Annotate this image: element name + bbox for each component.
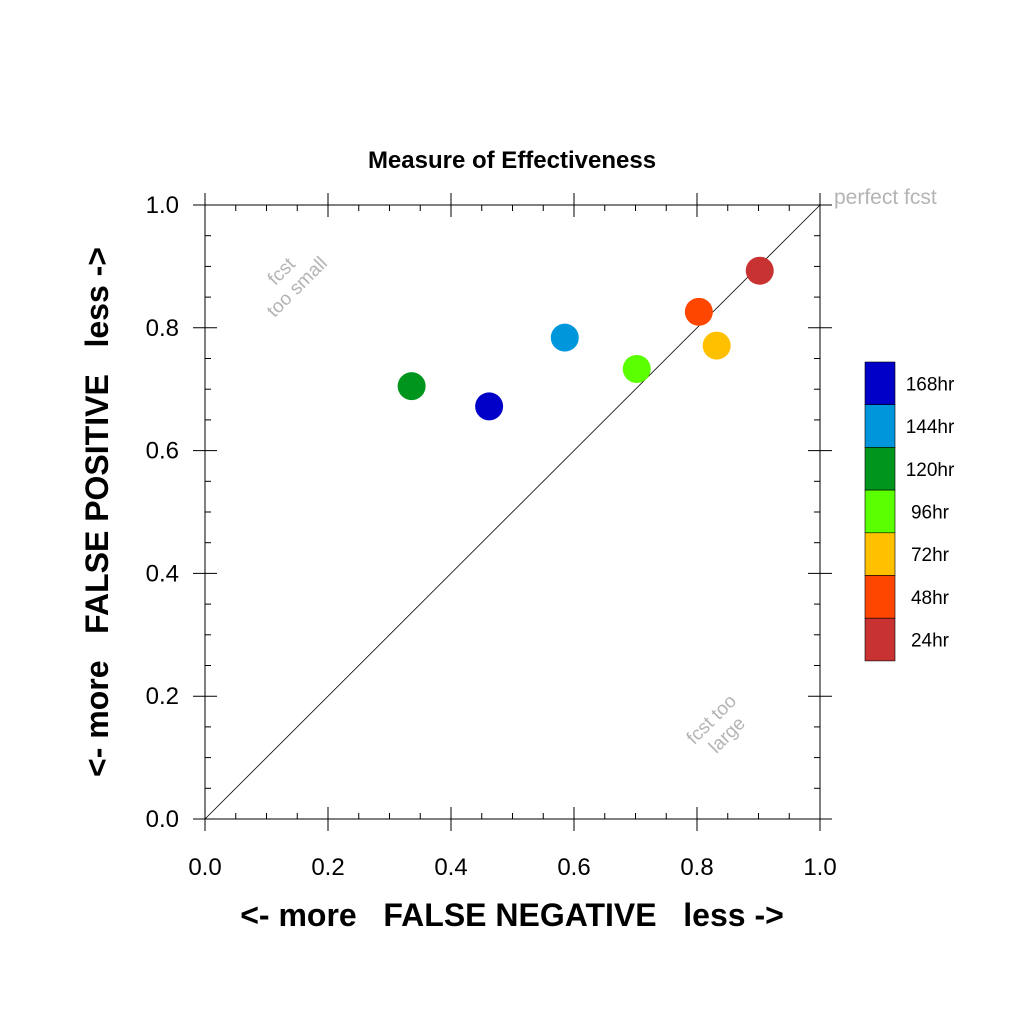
axis-ticks [193, 193, 832, 831]
x-tick-label: 0.8 [680, 854, 713, 881]
point-72hr [702, 331, 731, 360]
x-tick-label: 1.0 [803, 854, 836, 881]
y-tick-label: 0.4 [146, 560, 179, 587]
x-axis-label: <- more FALSE NEGATIVE less -> [240, 897, 784, 933]
point-144hr [550, 323, 579, 352]
y-tick-label: 0.2 [146, 683, 179, 710]
plot-area: 0.0 0.2 0.4 0.6 0.8 1.0 0.0 0.2 0.4 0.6 0.8 1.0 [146, 192, 837, 881]
legend-swatch-144hr [864, 404, 896, 448]
y-axis-label: <- more FALSE POSITIVE less -> [79, 247, 115, 777]
x-tick-label: 0.4 [434, 854, 467, 881]
legend-label-144hr: 144hr [906, 417, 955, 438]
annotation-fcst-too-small: fcst too small [263, 253, 332, 322]
legend-label-96hr: 96hr [911, 502, 950, 523]
y-tick-label: 0.6 [146, 438, 179, 465]
annotation-small-line2: too small [263, 253, 332, 322]
legend-label-24hr: 24hr [911, 631, 950, 652]
legend-swatch-168hr [864, 361, 896, 406]
y-tick-label: 0.0 [146, 806, 179, 833]
data-points [397, 256, 774, 421]
legend-label-72hr: 72hr [911, 545, 950, 566]
legend-swatch-120hr [864, 447, 896, 491]
legend-label-120hr: 120hr [906, 460, 955, 481]
chart-title: Measure of Effectiveness [368, 147, 656, 174]
legend-swatch-24hr [864, 617, 896, 662]
x-tick-label: 0.6 [557, 854, 590, 881]
point-168hr [475, 392, 504, 421]
legend-swatch-72hr [864, 532, 896, 576]
x-tick-labels: 0.0 0.2 0.4 0.6 0.8 1.0 [188, 854, 836, 881]
y-tick-labels: 0.0 0.2 0.4 0.6 0.8 1.0 [146, 192, 179, 833]
perfect-forecast-line [204, 204, 821, 820]
legend-label-48hr: 48hr [911, 588, 950, 609]
point-24hr [745, 256, 774, 285]
x-tick-label: 0.0 [188, 854, 221, 881]
y-tick-label: 1.0 [146, 192, 179, 219]
legend: 168hr 144hr 120hr 96hr 72hr 48hr 24hr [864, 361, 955, 662]
point-120hr [397, 372, 426, 401]
point-48hr [684, 297, 713, 326]
annotation-fcst-too-large: fcst too large [683, 691, 750, 758]
legend-label-168hr: 168hr [906, 374, 955, 395]
point-96hr [622, 354, 651, 383]
legend-swatch-96hr [864, 489, 896, 534]
legend-swatch-48hr [864, 575, 896, 619]
y-tick-label: 0.8 [146, 315, 179, 342]
x-tick-label: 0.2 [311, 854, 344, 881]
annotation-perfect-fcst: perfect fcst [834, 186, 937, 209]
